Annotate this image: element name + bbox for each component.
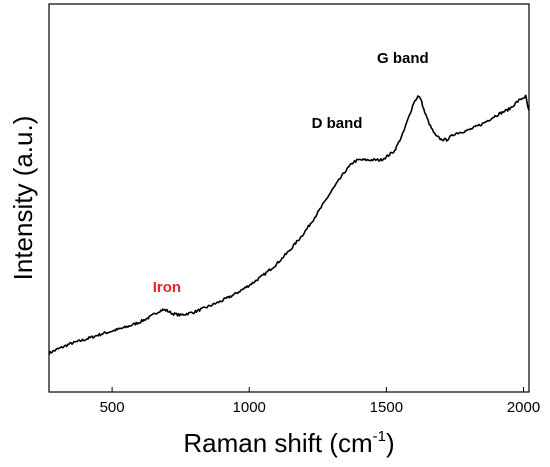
x-axis-tick-labels: 500 1000 1500 2000 <box>100 399 541 416</box>
plot-frame <box>48 3 530 393</box>
annotation-g-band: G band <box>377 50 429 67</box>
x-axis-title-end: ) <box>386 428 395 458</box>
x-axis-ticks <box>111 387 525 392</box>
spectrum-line <box>48 94 530 355</box>
x-tick-label: 2000 <box>507 399 540 416</box>
y-axis-title: Intensity (a.u.) <box>8 116 38 281</box>
peak-annotations: Iron D band G band <box>153 50 429 296</box>
annotation-d-band: D band <box>312 115 363 132</box>
x-tick-label: 500 <box>100 399 125 416</box>
x-axis-title-superscript: -1 <box>373 428 386 445</box>
annotation-iron: Iron <box>153 279 181 296</box>
x-axis-title: Raman shift (cm-1) <box>183 428 394 458</box>
x-tick-label: 1500 <box>370 399 403 416</box>
x-tick-label: 1000 <box>233 399 266 416</box>
